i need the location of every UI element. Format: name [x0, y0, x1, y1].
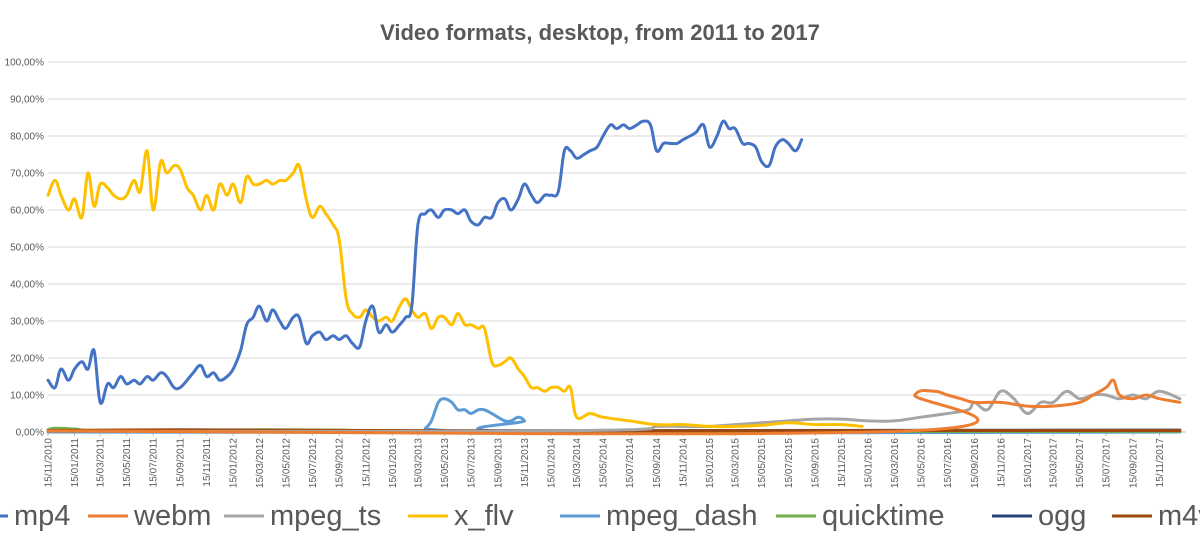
- legend-item-ogg: ogg: [992, 500, 1086, 532]
- x-tick-label: 15/03/2013: [413, 438, 424, 488]
- y-tick-label: 20,00%: [10, 354, 44, 365]
- x-tick-label: 15/11/2017: [1155, 438, 1166, 488]
- legend-label: mpeg_ts: [270, 500, 381, 532]
- x-tick-label: 15/11/2015: [837, 438, 848, 488]
- legend-label: m4v: [1158, 500, 1200, 532]
- y-tick-label: 10,00%: [10, 391, 44, 402]
- x-tick-label: 15/07/2013: [466, 438, 477, 488]
- y-tick-label: 60,00%: [10, 206, 44, 217]
- x-tick-label: 15/11/2012: [361, 438, 372, 488]
- legend: mp4 webm mpeg_ts x_flv mpeg_dash quicktime ogg…: [0, 500, 1200, 532]
- x-tick-label: 15/01/2011: [70, 438, 81, 488]
- x-tick-label: 15/07/2011: [149, 438, 160, 488]
- x-tick-label: 15/11/2010: [44, 438, 55, 488]
- y-tick-label: 90,00%: [10, 95, 44, 106]
- x-tick-label: 15/09/2015: [811, 438, 822, 488]
- x-tick-label: 15/03/2012: [255, 438, 266, 488]
- y-tick-label: 70,00%: [10, 169, 44, 180]
- x-tick-label: 15/03/2014: [572, 438, 583, 488]
- legend-item-x-flv: x_flv: [408, 500, 514, 532]
- y-tick-label: 50,00%: [10, 243, 44, 254]
- x-tick-label: 15/05/2014: [599, 438, 610, 488]
- series-line-webm: [46, 378, 1182, 436]
- x-tick-label: 15/05/2011: [122, 438, 133, 488]
- y-tick-label: 80,00%: [10, 132, 44, 143]
- legend-label: mp4: [14, 500, 70, 532]
- x-tick-label: 15/07/2012: [308, 438, 319, 488]
- y-axis: 0,00% 10,00% 20,00% 30,00% 40,00% 50,00% 60,00…: [5, 58, 45, 439]
- x-tick-label: 15/03/2016: [890, 438, 901, 488]
- x-axis: 15/11/2010 15/01/2011 15/03/2011 15/05/2011…: [44, 432, 1166, 488]
- x-tick-label: 15/11/2011: [202, 438, 213, 487]
- legend-item-quicktime: quicktime: [776, 500, 945, 532]
- y-tick-label: 40,00%: [10, 280, 44, 291]
- legend-label: webm: [133, 500, 211, 532]
- x-tick-label: 15/01/2016: [864, 438, 875, 488]
- x-tick-label: 15/03/2015: [731, 438, 742, 488]
- legend-item-mpeg-ts: mpeg_ts: [224, 500, 381, 532]
- series-line-x-flv: [46, 149, 864, 429]
- x-tick-label: 15/09/2014: [652, 438, 663, 488]
- x-tick-label: 15/03/2011: [96, 438, 107, 488]
- x-tick-label: 15/05/2015: [757, 438, 768, 488]
- x-tick-label: 15/11/2014: [679, 438, 690, 488]
- y-tick-label: 0,00%: [16, 428, 44, 439]
- x-tick-label: 15/09/2017: [1128, 438, 1139, 488]
- x-tick-label: 15/09/2016: [970, 438, 981, 488]
- y-tick-label: 30,00%: [10, 317, 44, 328]
- series-line-mpeg-dash: [46, 397, 1182, 435]
- legend-item-mp4: mp4: [0, 500, 70, 532]
- legend-item-webm: webm: [88, 500, 211, 532]
- x-tick-label: 15/09/2011: [176, 438, 187, 488]
- x-tick-label: 15/01/2012: [229, 438, 240, 488]
- series-lines: [46, 119, 1182, 436]
- x-tick-label: 15/07/2014: [625, 438, 636, 488]
- x-tick-label: 15/01/2014: [546, 438, 557, 488]
- x-tick-label: 15/09/2013: [493, 438, 504, 488]
- y-tick-label: 100,00%: [5, 58, 45, 69]
- legend-label: mpeg_dash: [606, 500, 758, 532]
- legend-label: quicktime: [822, 500, 945, 532]
- series-line-mpeg-ts: [46, 389, 1182, 433]
- x-tick-label: 15/07/2015: [784, 438, 795, 488]
- x-tick-label: 15/11/2016: [996, 438, 1007, 488]
- series-line-mp4: [46, 119, 804, 405]
- x-tick-label: 15/07/2016: [943, 438, 954, 488]
- legend-item-m4v: m4v: [1112, 500, 1200, 532]
- x-tick-label: 15/01/2013: [388, 438, 399, 488]
- x-tick-label: 15/11/2013: [520, 438, 531, 488]
- x-tick-label: 15/01/2015: [705, 438, 716, 488]
- x-tick-label: 15/03/2017: [1048, 438, 1059, 488]
- x-tick-label: 15/01/2017: [1023, 438, 1034, 488]
- x-tick-label: 15/09/2012: [335, 438, 346, 488]
- legend-label: ogg: [1038, 500, 1086, 532]
- x-tick-label: 15/05/2013: [440, 438, 451, 488]
- grid: [48, 61, 1186, 433]
- x-tick-label: 15/07/2017: [1102, 438, 1113, 488]
- x-tick-label: 15/05/2012: [281, 438, 292, 488]
- legend-item-mpeg-dash: mpeg_dash: [560, 500, 758, 532]
- chart-title: Video formats, desktop, from 2011 to 201…: [380, 20, 820, 45]
- x-tick-label: 15/05/2016: [916, 438, 927, 488]
- x-tick-label: 15/05/2017: [1075, 438, 1086, 488]
- legend-label: x_flv: [454, 500, 514, 532]
